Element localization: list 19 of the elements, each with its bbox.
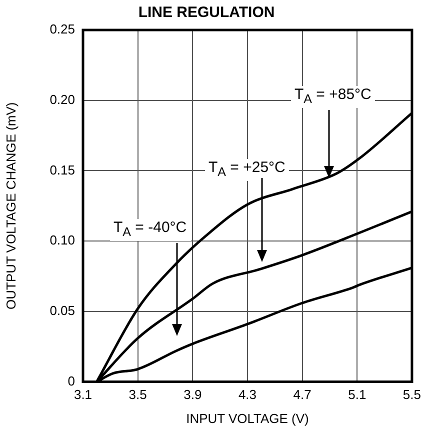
y-tick-label: 0.25 [50, 22, 75, 37]
x-tick-label: 3.1 [74, 387, 92, 402]
annotation: T$_{A}$ = +25°C [204, 159, 290, 181]
y-tick-label: 0 [68, 373, 75, 388]
x-tick-label: 5.5 [402, 387, 422, 402]
y-axis-title: OUTPUT VOLTAGE CHANGE (mV) [3, 102, 18, 310]
x-tick-label: 4.3 [238, 387, 257, 402]
y-tick-label: 0.10 [50, 232, 75, 248]
y-tick-label: 0.05 [50, 303, 75, 318]
x-axis-title: INPUT VOLTAGE (V) [186, 410, 309, 426]
x-tick-label: 3.9 [184, 387, 202, 402]
x-tick-label: 3.5 [128, 387, 147, 402]
annotation: T$_{A}$ = -40°C [110, 219, 191, 241]
y-tick-label: 0.15 [50, 162, 75, 178]
y-tick-label: 0.20 [50, 92, 75, 107]
x-tick-label: 4.7 [293, 387, 312, 402]
chart-title: LINE REGULATION [138, 4, 275, 22]
annotation: T$_{A}$ = +85°C [290, 86, 376, 108]
x-tick-label: 5.1 [348, 387, 366, 402]
